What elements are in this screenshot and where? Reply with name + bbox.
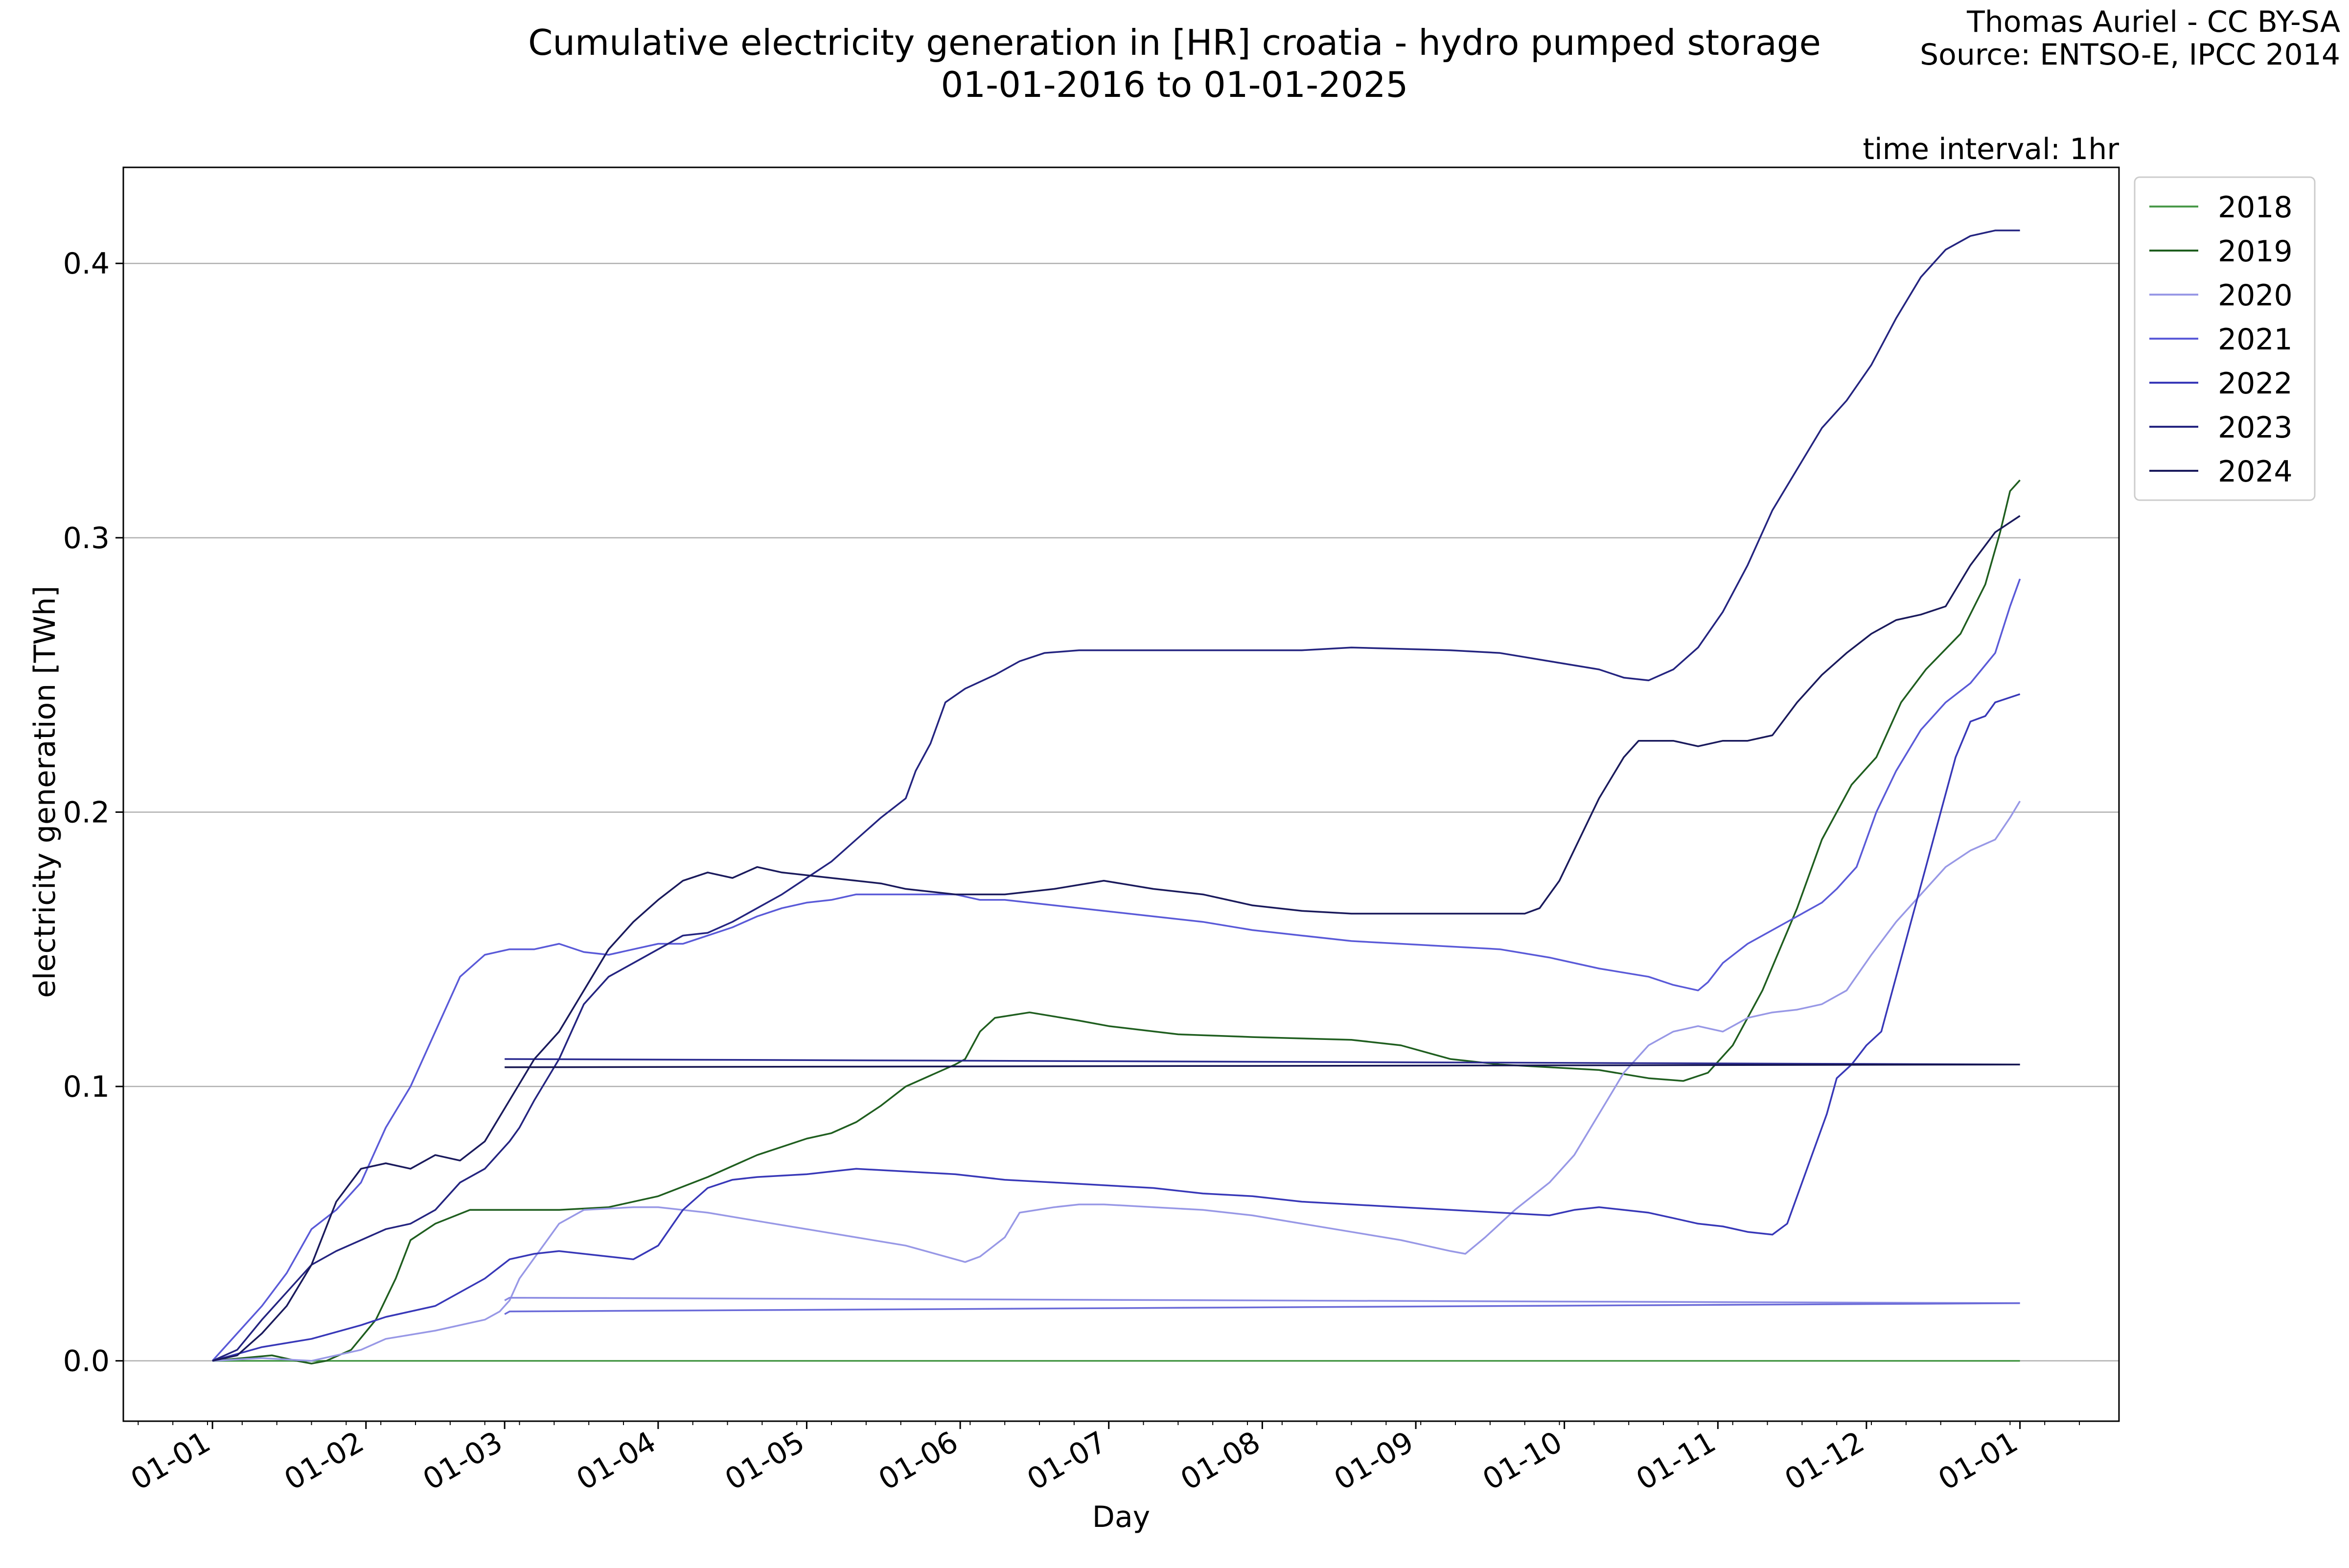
x-tick-label: 01-01 — [1933, 1425, 2024, 1497]
x-tick-label: 01-06 — [873, 1425, 964, 1497]
series-line-2019 — [212, 479, 2021, 1365]
x-tick-label: 01-07 — [1021, 1425, 1112, 1497]
credit-source: Source: ENTSO-E, IPCC 2014 — [1920, 38, 2340, 72]
series-line-2021 — [504, 1302, 2020, 1315]
series-line-2024 — [505, 1063, 2020, 1068]
ticks-layer: 0.0 0.1 0.2 0.3 0.4 01-01 01-02 01-03 01-04 01-05… — [63, 247, 2080, 1497]
series-line-2021 — [211, 578, 2021, 1361]
series-line-2024 — [212, 515, 2021, 1362]
legend-label: 2024 — [2218, 455, 2293, 489]
credit-author: Thomas Auriel - CC BY-SA — [1966, 5, 2340, 39]
legend-label: 2019 — [2218, 234, 2293, 269]
x-tick-label: 01-12 — [1779, 1425, 1870, 1497]
legend: 2018 2019 2020 2021 2022 2023 2024 — [2134, 176, 2316, 501]
x-tick-label: 01-05 — [719, 1425, 810, 1497]
x-tick-label: 01-09 — [1329, 1425, 1420, 1497]
series-line-2020 — [504, 1296, 2020, 1304]
time-interval-note: time interval: 1hr — [1863, 132, 2119, 166]
series-line-2022 — [505, 1058, 2020, 1065]
x-tick-label: 01-08 — [1175, 1425, 1266, 1497]
y-tick-label: 0.2 — [63, 795, 110, 830]
series-line-2022 — [212, 693, 2021, 1362]
x-tick-label: 01-11 — [1631, 1425, 1722, 1497]
series-line-2023 — [212, 230, 2020, 1362]
grid-layer — [123, 262, 2119, 1361]
x-axis-label: Day — [1092, 1500, 1150, 1534]
x-tick-label: 01-02 — [278, 1425, 369, 1497]
y-axis-label: electricity generation [TWh] — [28, 586, 62, 998]
y-tick-label: 0.0 — [63, 1344, 110, 1379]
y-tick-label: 0.4 — [63, 247, 110, 281]
x-tick-label: 01-01 — [125, 1425, 216, 1497]
plot-frame — [122, 166, 2120, 1422]
legend-label: 2022 — [2218, 367, 2293, 401]
series-line-2020 — [212, 801, 2021, 1362]
legend-label: 2021 — [2218, 323, 2293, 357]
series-layer — [211, 230, 2021, 1365]
chart-title-line1: Cumulative electricity generation in [HR… — [528, 22, 1821, 63]
y-tick-label: 0.3 — [63, 521, 110, 555]
legend-label: 2018 — [2218, 190, 2293, 225]
y-tick-label: 0.1 — [63, 1070, 110, 1104]
x-tick-label: 01-10 — [1477, 1425, 1568, 1497]
x-tick-label: 01-03 — [417, 1425, 508, 1497]
legend-label: 2020 — [2218, 278, 2293, 313]
chart-title-line2: 01-01-2016 to 01-01-2025 — [941, 64, 1408, 105]
legend-frame — [2134, 176, 2316, 501]
x-tick-label: 01-04 — [571, 1425, 662, 1497]
legend-label: 2023 — [2218, 411, 2293, 445]
